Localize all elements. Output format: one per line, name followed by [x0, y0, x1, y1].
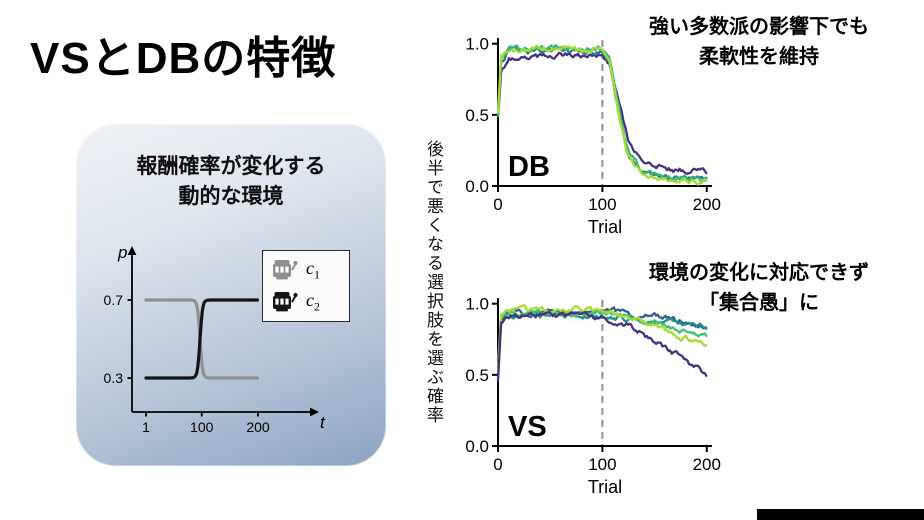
reward-schedule-chart: p t 0.3 0.7 1 100 200 — [104, 243, 326, 435]
y-axis-arrow — [127, 246, 137, 255]
y-tick-label: 0.7 — [104, 292, 124, 308]
y-tick-label: 0.0 — [465, 437, 489, 456]
series-c1 — [144, 298, 259, 380]
x-axis-title: Trial — [588, 477, 622, 497]
series-c2 — [144, 298, 259, 380]
legend-item-c2: c2 — [272, 290, 340, 315]
db-annotation-line2: 柔軟性を維持 — [699, 46, 819, 68]
y-tick-label: 0.3 — [104, 370, 124, 386]
legend-label-c2: c2 — [306, 290, 320, 315]
db-annotation: 強い多数派の影響下でも 柔軟性を維持 — [608, 12, 910, 72]
y-tick-label: 1.0 — [465, 295, 489, 314]
x-axis-title: Trial — [588, 217, 622, 237]
vs-annotation-line2: 「集合愚」に — [699, 292, 819, 314]
x-axis-title: t — [320, 413, 326, 432]
legend-symbol-c2: c — [306, 289, 314, 310]
environment-title-line2: 動的な環境 — [178, 185, 284, 209]
y-axis-title: p — [117, 243, 127, 262]
panel-label: DB — [508, 151, 550, 183]
x-tick-label: 1 — [142, 419, 150, 435]
y-tick-label: 0.5 — [465, 366, 489, 385]
vs-chart: 0.0 0.5 1.0 0 100 200 Trial VS — [465, 295, 721, 497]
x-tick-label: 0 — [493, 455, 502, 474]
x-tick-label: 200 — [693, 455, 721, 474]
series-vs-run-purple — [496, 310, 708, 382]
x-tick-label: 200 — [246, 419, 270, 435]
x-tick-label: 200 — [693, 195, 721, 214]
x-axis-arrow — [310, 407, 319, 417]
shared-y-axis-label: 後半で悪くなる選択肢を選ぶ確率 — [424, 140, 443, 425]
environment-box: 報酬確率が変化する 動的な環境 p t 0.3 0.7 1 100 200 c1 c2 — [76, 124, 386, 466]
x-tick-label: 0 — [493, 195, 502, 214]
db-chart: 0.0 0.5 1.0 0 100 200 Trial DB — [465, 35, 721, 237]
legend-label-c1: c1 — [306, 258, 320, 283]
x-tick-label: 100 — [190, 419, 214, 435]
slot-machine-icon — [272, 259, 298, 281]
series-db-run-lime — [496, 44, 708, 186]
environment-title: 報酬確率が変化する 動的な環境 — [76, 152, 386, 213]
slot-machine-glyph — [273, 260, 298, 280]
legend-subscript-c2: 2 — [314, 299, 320, 314]
series-db-run-purple — [496, 51, 708, 175]
slot-machine-glyph — [273, 291, 298, 312]
series-vs-run-lime — [496, 304, 708, 373]
environment-title-line1: 報酬確率が変化する — [136, 155, 326, 178]
y-tick-label: 0.0 — [465, 177, 489, 196]
vs-annotation-line1: 環境の変化に対応できず — [649, 262, 869, 284]
vs-annotation: 環境の変化に対応できず 「集合愚」に — [608, 258, 910, 318]
legend-subscript-c1: 1 — [314, 267, 320, 282]
y-tick-label: 1.0 — [465, 35, 489, 54]
choices-legend: c1 c2 — [262, 250, 350, 323]
y-tick-label: 0.5 — [465, 106, 489, 125]
db-annotation-line1: 強い多数派の影響下でも — [649, 16, 869, 38]
slide-title: VSとDBの特徴 — [30, 34, 337, 83]
footer-bar — [757, 509, 924, 520]
slot-machine-icon — [272, 291, 298, 313]
legend-item-c1: c1 — [272, 258, 340, 283]
panel-label: VS — [508, 411, 547, 443]
x-tick-label: 100 — [588, 455, 616, 474]
x-tick-label: 100 — [588, 195, 616, 214]
legend-symbol-c1: c — [306, 258, 314, 278]
